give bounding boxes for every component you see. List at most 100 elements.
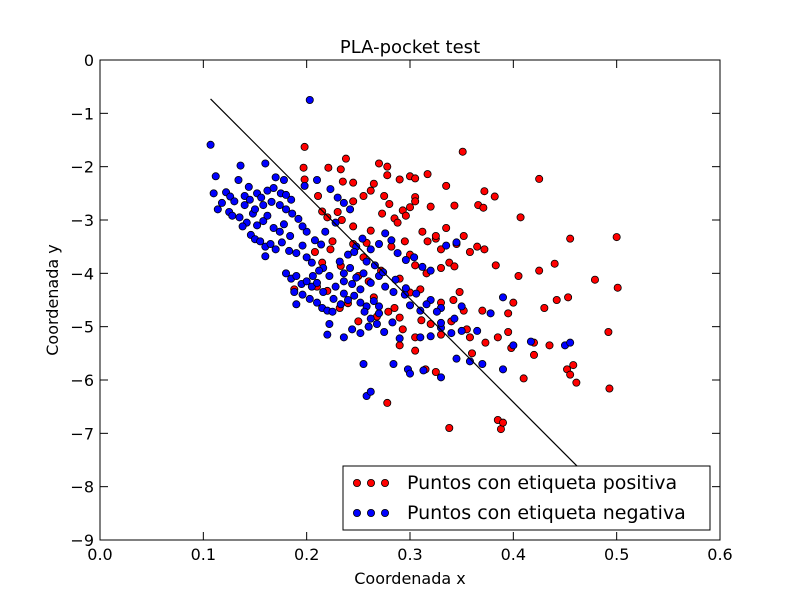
- negative-point: [275, 227, 284, 236]
- negative-point: [380, 327, 389, 336]
- positive-point: [450, 262, 459, 271]
- negative-point: [266, 239, 275, 248]
- negative-point: [374, 302, 383, 311]
- negative-point: [374, 239, 383, 248]
- positive-point: [385, 199, 394, 208]
- negative-point: [333, 193, 342, 202]
- negative-point: [419, 366, 428, 375]
- y-tick-label: −5: [70, 318, 94, 337]
- positive-point: [566, 370, 575, 379]
- negative-point: [410, 253, 419, 262]
- negative-point: [339, 269, 348, 278]
- y-tick-label: −7: [70, 424, 94, 443]
- positive-point: [504, 327, 513, 336]
- chart-title: PLA-pocket test: [340, 37, 480, 58]
- positive-point: [411, 197, 420, 206]
- negative-point: [230, 197, 239, 206]
- x-tick-label: 0.4: [501, 545, 526, 564]
- positive-point: [395, 175, 404, 184]
- positive-point: [349, 222, 358, 231]
- negative-point: [279, 220, 288, 229]
- negative-point: [509, 341, 518, 350]
- negative-point: [366, 245, 375, 254]
- negative-point: [442, 241, 451, 250]
- negative-point: [269, 183, 278, 192]
- positive-point: [491, 261, 500, 270]
- negative-point: [234, 175, 243, 184]
- negative-point: [374, 309, 383, 318]
- negative-point: [356, 329, 365, 338]
- negative-point: [302, 253, 311, 262]
- negative-point: [245, 195, 254, 204]
- positive-point: [423, 170, 432, 179]
- negative-point: [298, 222, 307, 231]
- positive-point: [300, 142, 309, 151]
- negative-point: [294, 214, 303, 223]
- positive-point: [465, 247, 474, 256]
- negative-point: [281, 269, 290, 278]
- negative-point: [269, 223, 278, 232]
- negative-point: [286, 231, 295, 240]
- positive-point: [384, 307, 393, 316]
- negative-point: [271, 245, 280, 254]
- positive-point: [540, 303, 549, 312]
- legend-dot: [366, 508, 375, 517]
- negative-point: [405, 369, 414, 378]
- y-axis: 0 −1 −2 −3 −4 −5 −6 −7 −8 −9: [70, 51, 720, 550]
- positive-point: [323, 213, 332, 222]
- legend-label-positive: Puntos con etiqueta positiva: [407, 472, 677, 494]
- negative-point: [350, 247, 359, 256]
- positive-point: [569, 361, 578, 370]
- legend-dot: [380, 478, 389, 487]
- negative-point: [331, 282, 340, 291]
- negative-point: [321, 227, 330, 236]
- negative-point: [393, 249, 402, 258]
- negative-point: [452, 238, 461, 247]
- x-tick-label: 0.6: [707, 545, 732, 564]
- negative-point: [401, 284, 410, 293]
- positive-point: [333, 207, 342, 216]
- negative-point: [339, 277, 348, 286]
- positive-point: [423, 237, 432, 246]
- negative-point: [305, 96, 314, 105]
- positive-point: [390, 303, 399, 312]
- negative-point: [426, 332, 435, 341]
- negative-point: [213, 205, 222, 214]
- positive-point: [566, 234, 575, 243]
- negative-point: [418, 262, 427, 271]
- positive-point: [310, 247, 319, 256]
- negative-point: [339, 333, 348, 342]
- positive-point: [393, 218, 402, 227]
- negative-point: [457, 326, 466, 335]
- positive-point: [395, 341, 404, 350]
- positive-point: [442, 181, 451, 190]
- negative-point: [369, 297, 378, 306]
- negative-point: [315, 266, 324, 275]
- negative-point: [292, 300, 301, 309]
- positive-point: [590, 275, 599, 284]
- negative-point: [400, 290, 409, 299]
- y-tick-label: −4: [70, 264, 94, 283]
- negative-point: [292, 271, 301, 280]
- negative-point: [302, 277, 311, 286]
- positive-point: [401, 211, 410, 220]
- positive-point: [516, 213, 525, 222]
- positive-point: [359, 191, 368, 200]
- positive-point: [328, 237, 337, 246]
- negative-point: [335, 257, 344, 266]
- negative-point: [256, 237, 265, 246]
- x-tick-label: 0.5: [604, 545, 629, 564]
- positive-point: [604, 327, 613, 336]
- negative-point: [395, 334, 404, 343]
- negative-point: [473, 326, 482, 335]
- x-tick-label: 0.2: [294, 545, 319, 564]
- negative-point: [381, 282, 390, 291]
- legend-dot: [352, 508, 361, 517]
- negative-point: [366, 314, 375, 323]
- negative-point: [244, 182, 253, 191]
- negative-point: [426, 266, 435, 275]
- positive-point: [383, 171, 392, 180]
- negative-point: [308, 271, 317, 280]
- positive-point: [426, 202, 435, 211]
